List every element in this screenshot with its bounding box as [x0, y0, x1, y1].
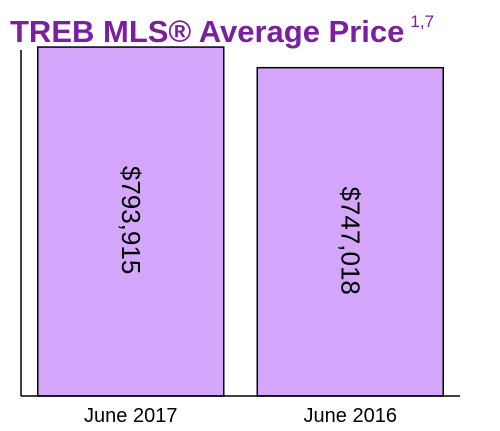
- x-tick-label: June 2017: [84, 405, 177, 427]
- bar-group: $793,915 $747,018: [37, 46, 444, 397]
- bar-value-label: $793,915: [116, 166, 146, 274]
- chart-title-text: TREB MLS® Average Price: [10, 14, 405, 49]
- bar-june-2016: [256, 66, 444, 397]
- chart-title-superscript: 1,7: [410, 12, 435, 31]
- bar-june-2017: [37, 46, 225, 397]
- bar-value-label: $747,018: [335, 186, 365, 294]
- chart-title: TREB MLS® Average Price 1,7: [10, 2, 434, 52]
- x-tick-label: June 2016: [304, 405, 397, 427]
- tick-label-group: June 2017 June 2016: [84, 405, 397, 427]
